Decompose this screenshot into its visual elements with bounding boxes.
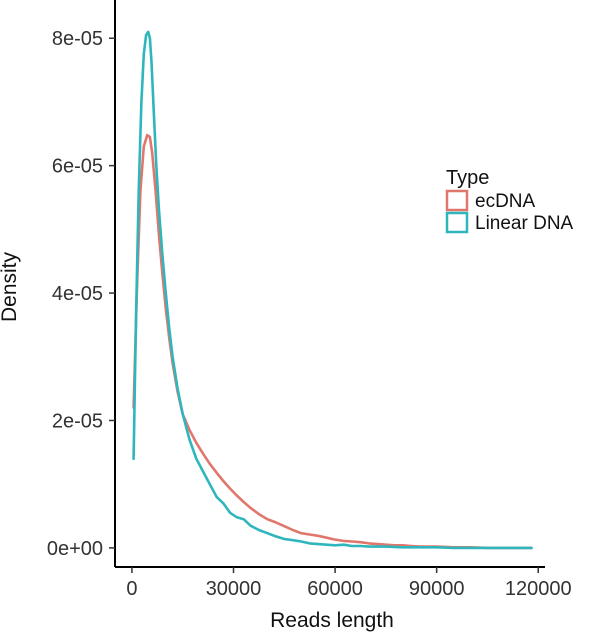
legend-key-linear-dna xyxy=(445,211,469,234)
y-tick-label: 2e-05 xyxy=(52,410,103,432)
y-axis: 0e+00 2e-05 4e-05 6e-05 8e-05 xyxy=(47,0,116,567)
watermark: 知乎 @尛尛哎 xyxy=(432,598,533,617)
legend-label-ecdna: ecDNA xyxy=(475,191,536,212)
legend-label-linear-dna: Linear DNA xyxy=(475,213,574,234)
x-tick-label: 90000 xyxy=(409,578,465,600)
y-tick-label: 4e-05 xyxy=(52,283,103,305)
legend-key-ecdna xyxy=(445,189,469,212)
x-axis-title: Reads length xyxy=(270,609,394,632)
y-axis-title: Density xyxy=(0,251,21,322)
y-tick-label: 0e+00 xyxy=(47,538,103,560)
series-line-linear-dna xyxy=(132,30,533,550)
y-tick-label: 8e-05 xyxy=(52,28,103,50)
x-tick-label: 30000 xyxy=(206,578,262,600)
x-axis: 0 30000 60000 90000 120000 xyxy=(115,566,572,600)
x-tick-label: 60000 xyxy=(307,578,363,600)
x-tick-label: 120000 xyxy=(505,578,572,600)
y-tick-label: 6e-05 xyxy=(52,156,103,178)
legend: Type ecDNA Linear DNA xyxy=(445,167,574,234)
series-line-ecdna xyxy=(132,133,533,550)
x-tick-label: 0 xyxy=(126,578,137,600)
legend-title: Type xyxy=(446,167,489,189)
series-layer xyxy=(132,30,533,550)
